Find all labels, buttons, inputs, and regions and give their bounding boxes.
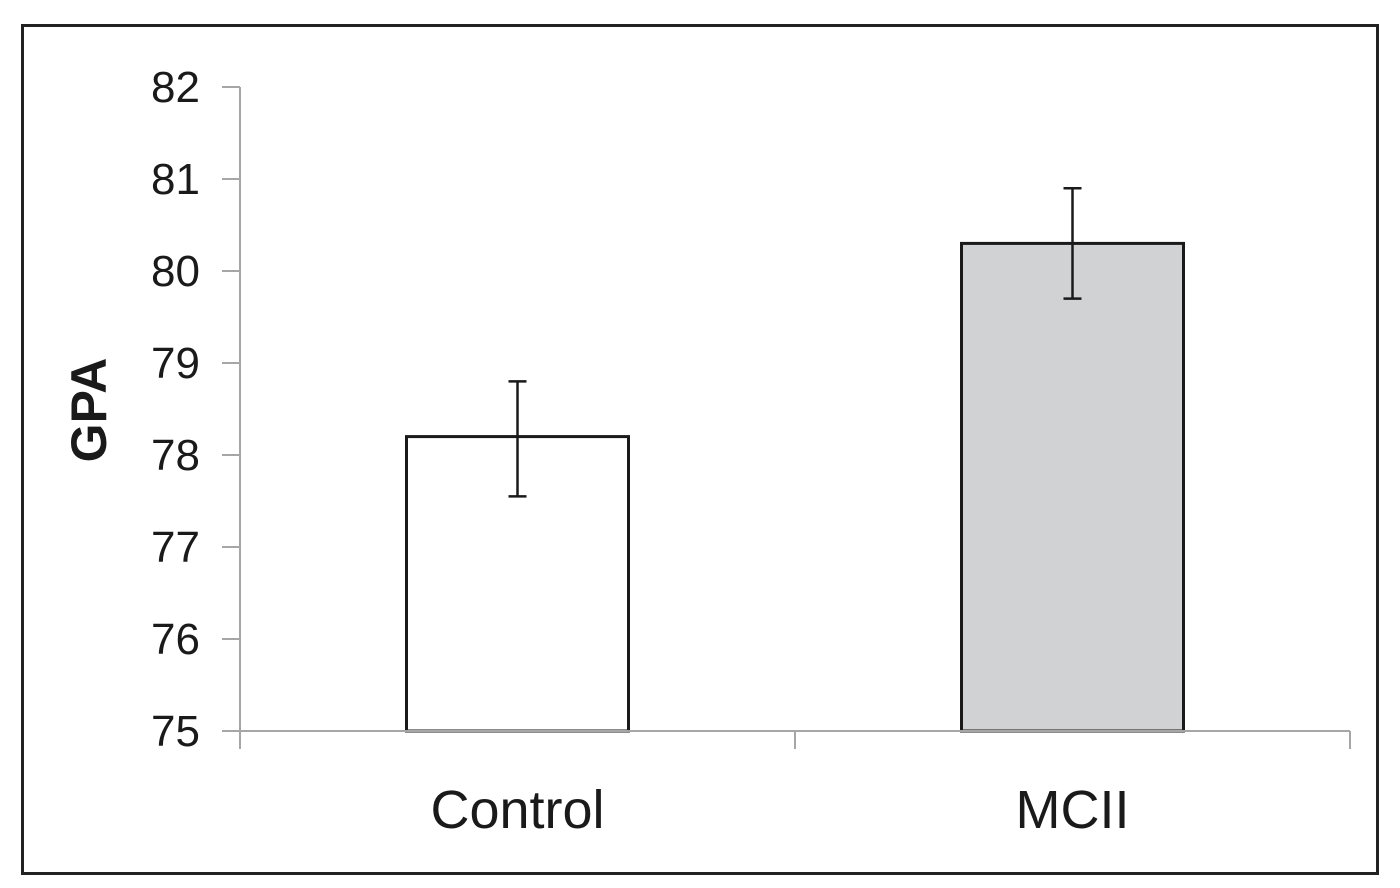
y-tick-label: 82 [151, 63, 200, 112]
y-tick-label: 75 [151, 707, 200, 756]
y-tick-label: 80 [151, 247, 200, 296]
y-axis: 75 76 77 78 79 80 81 82 [151, 63, 241, 756]
y-axis-title: GPA [61, 358, 117, 463]
y-tick-label: 81 [151, 155, 200, 204]
y-tick-label: 77 [151, 523, 200, 572]
x-category-label: MCII [1016, 780, 1130, 840]
x-category-label: Control [430, 780, 604, 840]
category-labels: Control MCII [430, 780, 1129, 840]
bars [405, 241, 1185, 733]
y-tick-label: 78 [151, 431, 200, 480]
y-tick-label: 79 [151, 339, 200, 388]
bar-mcii [960, 241, 1185, 733]
x-axis [239, 730, 1351, 749]
error-bars [508, 186, 1082, 498]
y-tick-label: 76 [151, 615, 200, 664]
